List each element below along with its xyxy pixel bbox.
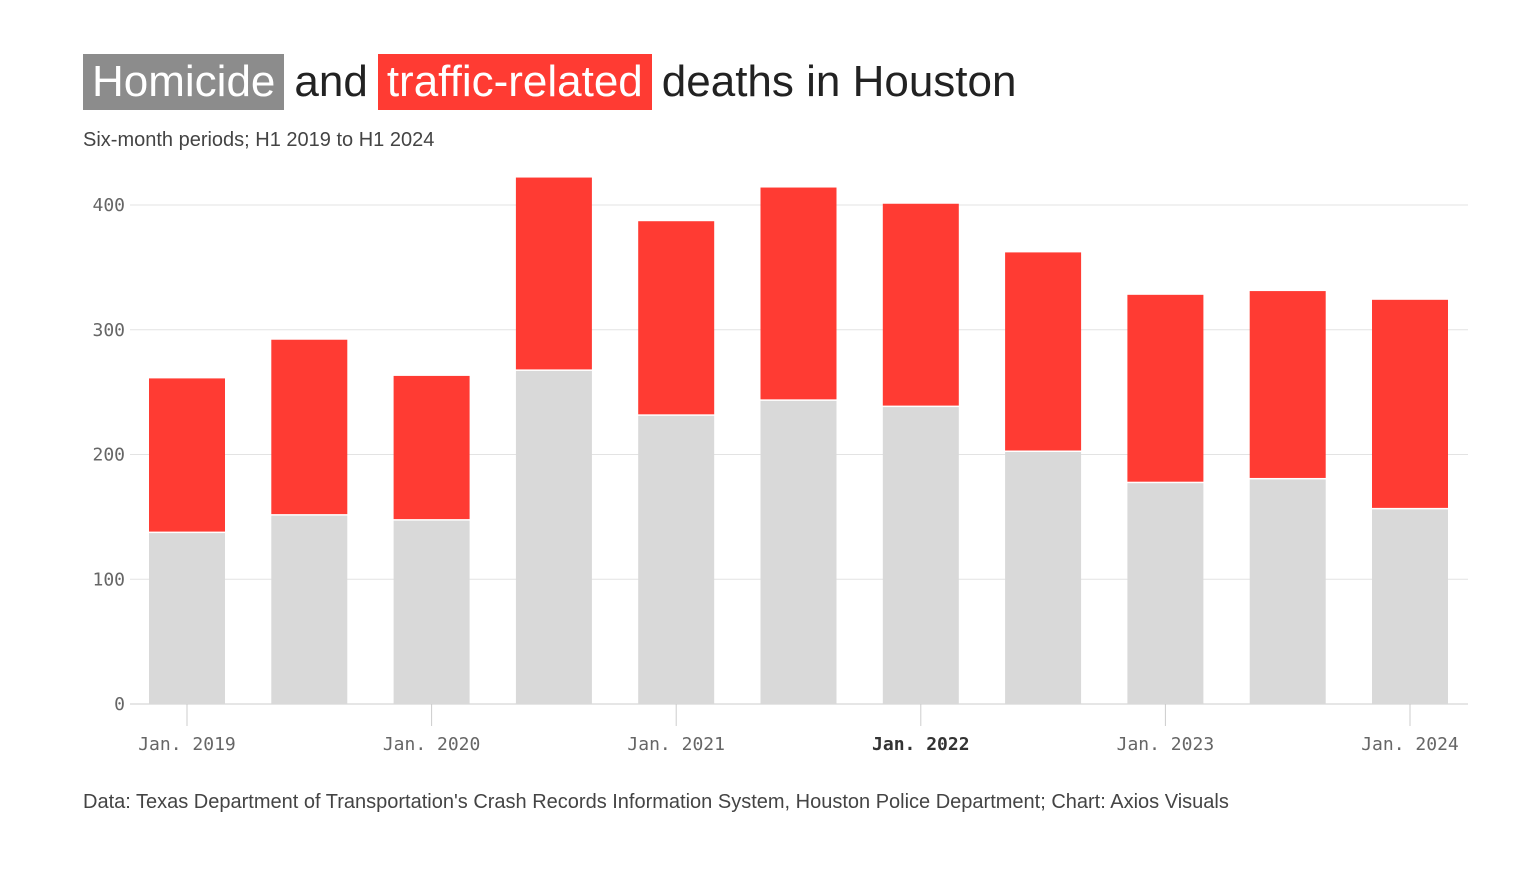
chart-title: Homicide and traffic-related deaths in H… [83, 54, 1016, 110]
bar-homicide [882, 407, 959, 704]
bar-homicide [149, 533, 225, 704]
bar-traffic [271, 339, 348, 515]
bar-traffic [515, 177, 592, 370]
x-tick-label: Jan. 2019 [138, 734, 236, 755]
bar-homicide [515, 370, 592, 704]
chart-subtitle: Six-month periods; H1 2019 to H1 2024 [83, 129, 435, 151]
bar-homicide [1372, 509, 1448, 704]
bar-traffic [1127, 294, 1204, 482]
y-tick-label: 0 [114, 694, 125, 715]
bar-homicide [271, 515, 348, 704]
title-rest: deaths in Houston [661, 57, 1017, 106]
title-traffic: traffic-related [377, 54, 652, 110]
x-tick-label: Jan. 2023 [1117, 734, 1215, 755]
bar-traffic [882, 203, 959, 406]
x-tick-label: Jan. 2020 [383, 734, 481, 755]
x-tick-label: Jan. 2021 [627, 734, 725, 755]
bar-homicide [1005, 452, 1082, 704]
source-note: Data: Texas Department of Transportation… [83, 791, 1229, 813]
x-tick-label: Jan. 2024 [1361, 734, 1459, 755]
bar-traffic [1249, 291, 1326, 478]
bar-traffic [1372, 299, 1448, 508]
bar-traffic [1005, 252, 1082, 451]
x-tick-label: Jan. 2022 [872, 734, 970, 755]
y-tick-label: 100 [92, 569, 125, 590]
bar-homicide [1127, 483, 1204, 704]
bar-traffic [638, 221, 715, 415]
title-homicide: Homicide [83, 54, 285, 110]
bar-traffic [149, 378, 225, 532]
y-tick-label: 300 [92, 320, 125, 341]
y-tick-label: 400 [92, 195, 125, 216]
y-tick-label: 200 [92, 445, 125, 466]
bar-homicide [1249, 479, 1326, 704]
bar-traffic [393, 375, 470, 520]
bar-homicide [638, 415, 715, 704]
title-and: and [294, 57, 368, 106]
bar-traffic [760, 187, 837, 400]
bar-homicide [393, 520, 470, 704]
bar-homicide [760, 400, 837, 704]
